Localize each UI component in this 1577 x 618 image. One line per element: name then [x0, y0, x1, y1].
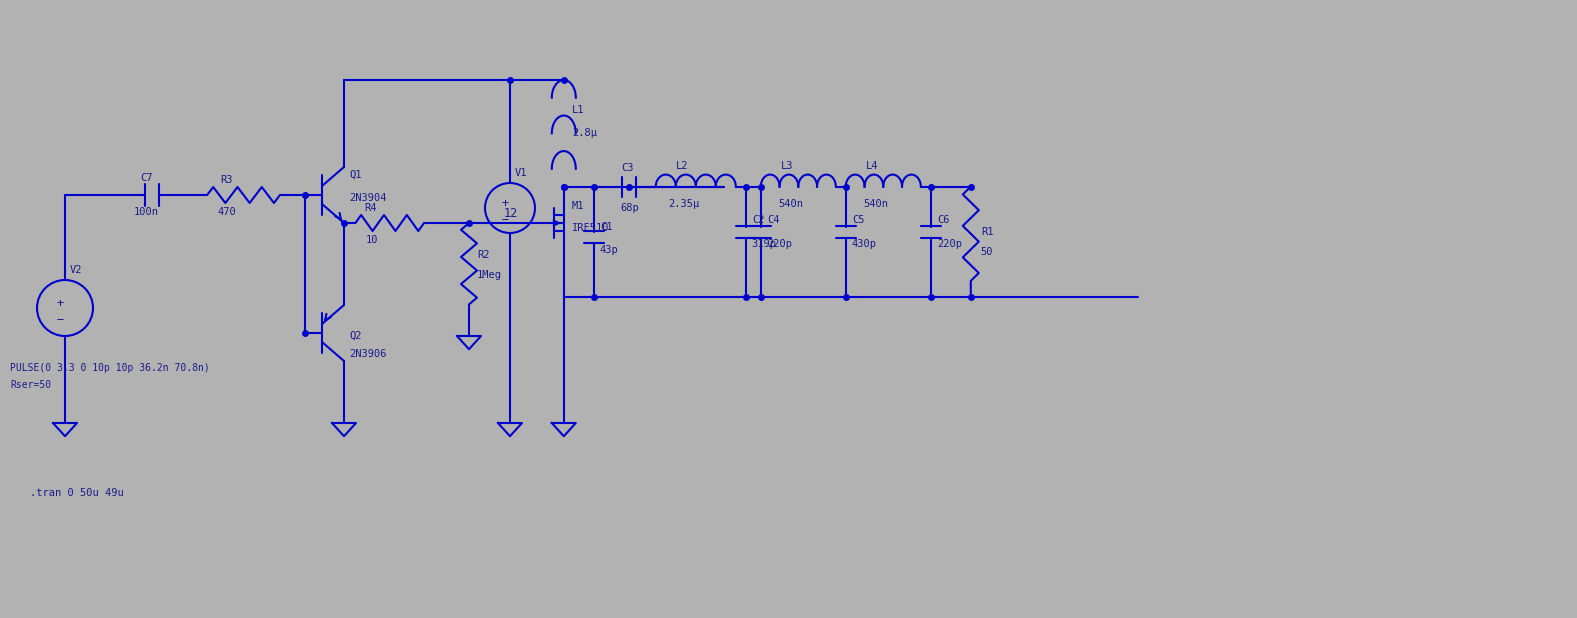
Text: 220p: 220p: [937, 239, 962, 248]
Text: 43p: 43p: [599, 245, 618, 255]
Text: C4: C4: [766, 214, 779, 224]
Text: C5: C5: [852, 214, 864, 224]
Text: C6: C6: [937, 214, 949, 224]
Text: 12: 12: [505, 207, 519, 220]
Text: C3: C3: [621, 163, 634, 172]
Text: 540n: 540n: [864, 198, 889, 209]
Text: Q2: Q2: [349, 331, 361, 341]
Text: 50: 50: [981, 247, 994, 256]
Text: 430p: 430p: [852, 239, 877, 248]
Text: L1: L1: [572, 105, 585, 115]
Text: C1: C1: [599, 222, 612, 232]
Text: 100n: 100n: [134, 207, 159, 217]
Text: R3: R3: [221, 175, 232, 185]
Text: R4: R4: [364, 203, 377, 213]
Text: 319p: 319p: [752, 239, 777, 248]
Text: 68p: 68p: [621, 203, 640, 213]
Text: L4: L4: [866, 161, 878, 171]
Text: L3: L3: [781, 161, 793, 171]
Text: IRF510: IRF510: [572, 223, 609, 233]
Text: 2.35μ: 2.35μ: [667, 198, 699, 209]
Text: R1: R1: [981, 227, 994, 237]
Text: L2: L2: [677, 161, 688, 171]
Text: 10: 10: [366, 235, 378, 245]
Text: Rser=50: Rser=50: [9, 380, 50, 390]
Text: −: −: [501, 213, 508, 227]
Text: 540n: 540n: [779, 198, 804, 209]
Text: +: +: [501, 197, 508, 210]
Text: PULSE(0 3.3 0 10p 10p 36.2n 70.8n): PULSE(0 3.3 0 10p 10p 36.2n 70.8n): [9, 363, 210, 373]
Text: 220p: 220p: [766, 239, 792, 248]
Text: 1Meg: 1Meg: [476, 271, 501, 281]
Text: C7: C7: [140, 173, 153, 183]
Text: V1: V1: [516, 168, 527, 178]
Text: M1: M1: [572, 201, 585, 211]
Text: 2N3904: 2N3904: [349, 193, 386, 203]
Text: V2: V2: [69, 265, 82, 275]
Text: 2N3906: 2N3906: [349, 349, 386, 359]
Text: 2.8μ: 2.8μ: [572, 128, 596, 138]
Text: R2: R2: [476, 250, 489, 261]
Text: C2: C2: [752, 214, 765, 224]
Text: .tran 0 50u 49u: .tran 0 50u 49u: [30, 488, 123, 498]
Text: 470: 470: [218, 207, 235, 217]
Text: −: −: [57, 313, 63, 326]
Text: Q1: Q1: [349, 170, 361, 180]
Text: +: +: [57, 297, 63, 310]
